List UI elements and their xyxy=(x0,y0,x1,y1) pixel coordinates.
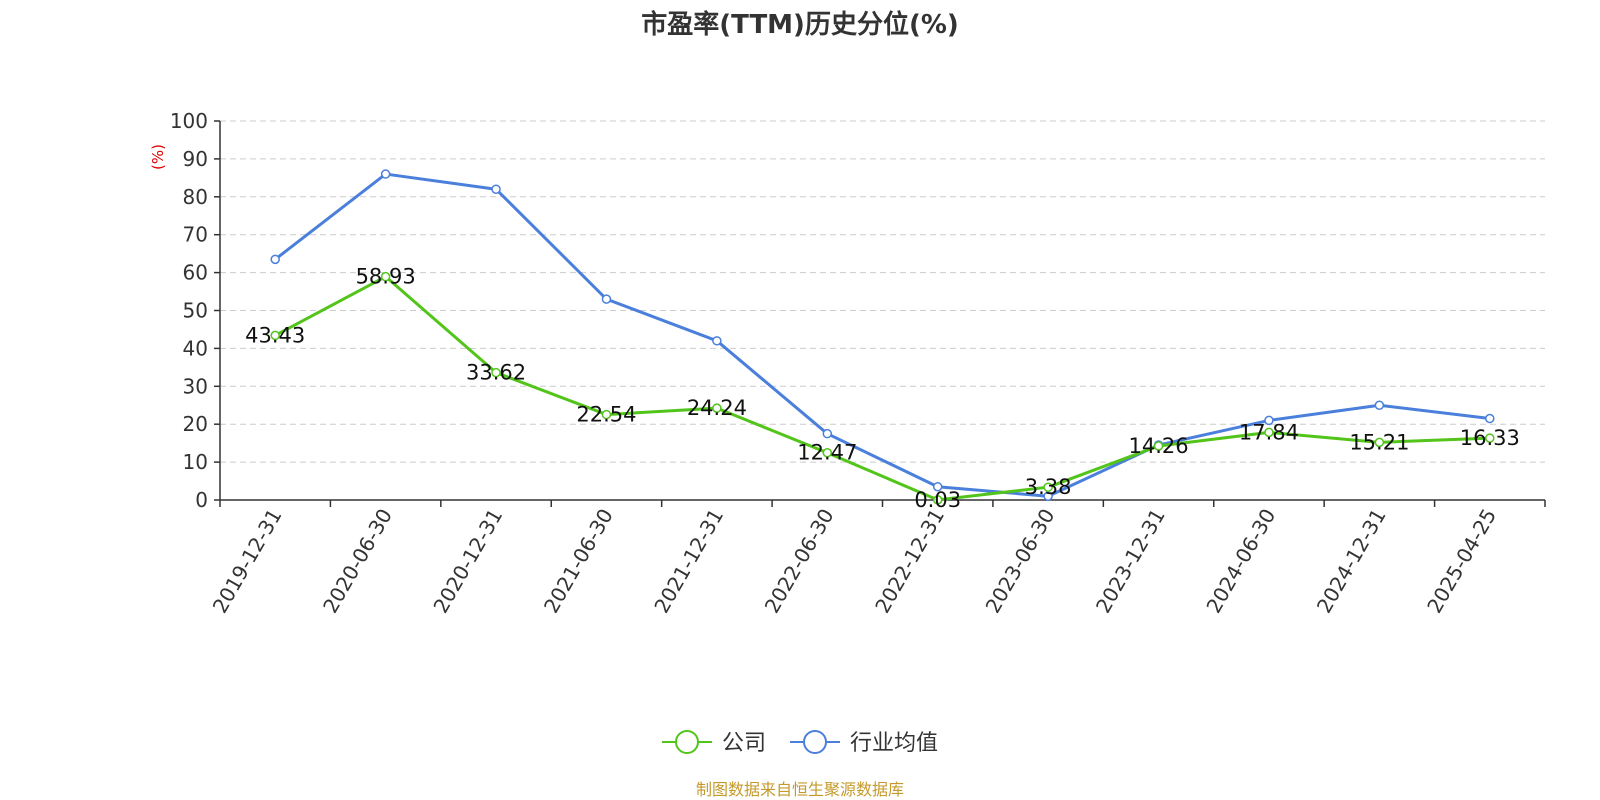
x-tick-label: 2021-12-31 xyxy=(649,505,728,618)
x-tick-label: 2023-12-31 xyxy=(1091,505,1170,618)
data-point[interactable] xyxy=(1153,441,1164,451)
y-axis-label: (%) xyxy=(149,144,167,170)
data-point[interactable] xyxy=(491,367,501,378)
data-point[interactable] xyxy=(601,409,612,420)
data-point[interactable] xyxy=(1264,415,1274,426)
legend-label: 行业均值 xyxy=(850,731,938,756)
series-line xyxy=(274,172,1490,498)
y-tick-label: 10 xyxy=(183,450,208,474)
series-lines xyxy=(270,169,1495,505)
data-point[interactable] xyxy=(1043,491,1053,501)
data-point[interactable] xyxy=(1374,400,1385,410)
x-tick-label: 2020-06-30 xyxy=(318,505,397,618)
legend-label: 公司 xyxy=(722,731,766,756)
y-tick-label: 100 xyxy=(170,109,208,133)
x-tick-label: 2022-06-30 xyxy=(760,505,839,618)
y-tick-label: 90 xyxy=(183,147,208,171)
data-label: 3.38 xyxy=(1025,475,1072,499)
y-tick-label: 50 xyxy=(183,299,208,323)
legend-marker xyxy=(803,730,827,754)
legend[interactable]: 公司 行业均值 xyxy=(662,730,938,756)
data-label: 22.54 xyxy=(576,403,636,427)
data-point[interactable] xyxy=(932,481,943,492)
data-point[interactable] xyxy=(380,271,391,282)
data-point[interactable] xyxy=(1043,482,1053,492)
data-point[interactable] xyxy=(712,336,722,346)
source-footer: 制图数据来自恒生聚源数据库 xyxy=(695,780,904,799)
data-label: 58.93 xyxy=(356,265,416,289)
data-point[interactable] xyxy=(712,403,722,413)
y-tick-label: 20 xyxy=(183,412,208,436)
data-label: 43.43 xyxy=(245,323,305,347)
data-label: 0.03 xyxy=(914,488,961,512)
data-label: 12.47 xyxy=(797,441,857,465)
y-tick-label: 60 xyxy=(183,261,208,285)
data-point[interactable] xyxy=(1264,427,1274,438)
y-tick-label: 0 xyxy=(195,488,208,512)
data-labels: 43.43 58.93 33.62 22.54 24.24 12.47 0.03 3.38 14… xyxy=(245,265,1520,512)
x-tick-label: 2024-06-30 xyxy=(1201,505,1280,618)
x-tick-label: 2021-06-30 xyxy=(539,505,618,618)
data-point[interactable] xyxy=(270,330,280,341)
x-tick-label: 2023-06-30 xyxy=(981,505,1060,618)
chart-title: 市盈率(TTM)历史分位(%) xyxy=(641,10,959,40)
data-point[interactable] xyxy=(270,254,280,265)
data-point[interactable] xyxy=(491,184,501,194)
x-tick-label: 2025-04-25 xyxy=(1422,505,1501,618)
data-point[interactable] xyxy=(822,428,833,439)
data-label: 24.24 xyxy=(687,396,747,420)
data-point[interactable] xyxy=(1485,413,1495,424)
y-tick-label: 40 xyxy=(183,336,208,360)
data-label: 14.26 xyxy=(1128,434,1188,458)
data-label: 17.84 xyxy=(1239,420,1299,444)
y-tick-labels: 0 10 20 30 40 50 60 70 80 90 100 xyxy=(170,109,220,512)
data-point[interactable] xyxy=(822,447,833,458)
grid-lines xyxy=(220,120,1545,463)
legend-marker xyxy=(675,730,699,754)
y-tick-label: 30 xyxy=(183,374,208,398)
y-tick-label: 80 xyxy=(183,185,208,209)
data-point[interactable] xyxy=(1374,437,1385,448)
data-point[interactable] xyxy=(1485,433,1495,443)
data-label: 33.62 xyxy=(466,361,526,385)
x-tick-label: 2020-12-31 xyxy=(428,505,507,618)
data-label: 15.21 xyxy=(1349,430,1409,454)
x-tick-label: 2024-12-31 xyxy=(1312,505,1391,618)
x-tick-label: 2022-12-31 xyxy=(870,505,949,618)
data-point[interactable] xyxy=(601,294,612,304)
series-line xyxy=(274,275,1490,502)
data-point[interactable] xyxy=(380,169,391,179)
x-tick-labels: 2019-12-31 2020-06-30 2020-12-31 2021-06-30… xyxy=(208,500,1546,618)
data-point[interactable] xyxy=(932,495,943,505)
data-label: 16.33 xyxy=(1460,426,1520,450)
legend-item[interactable]: 公司 xyxy=(662,730,766,756)
x-tick-label: 2019-12-31 xyxy=(208,505,287,618)
legend-item[interactable]: 行业均值 xyxy=(790,730,938,756)
y-tick-label: 70 xyxy=(183,223,208,247)
